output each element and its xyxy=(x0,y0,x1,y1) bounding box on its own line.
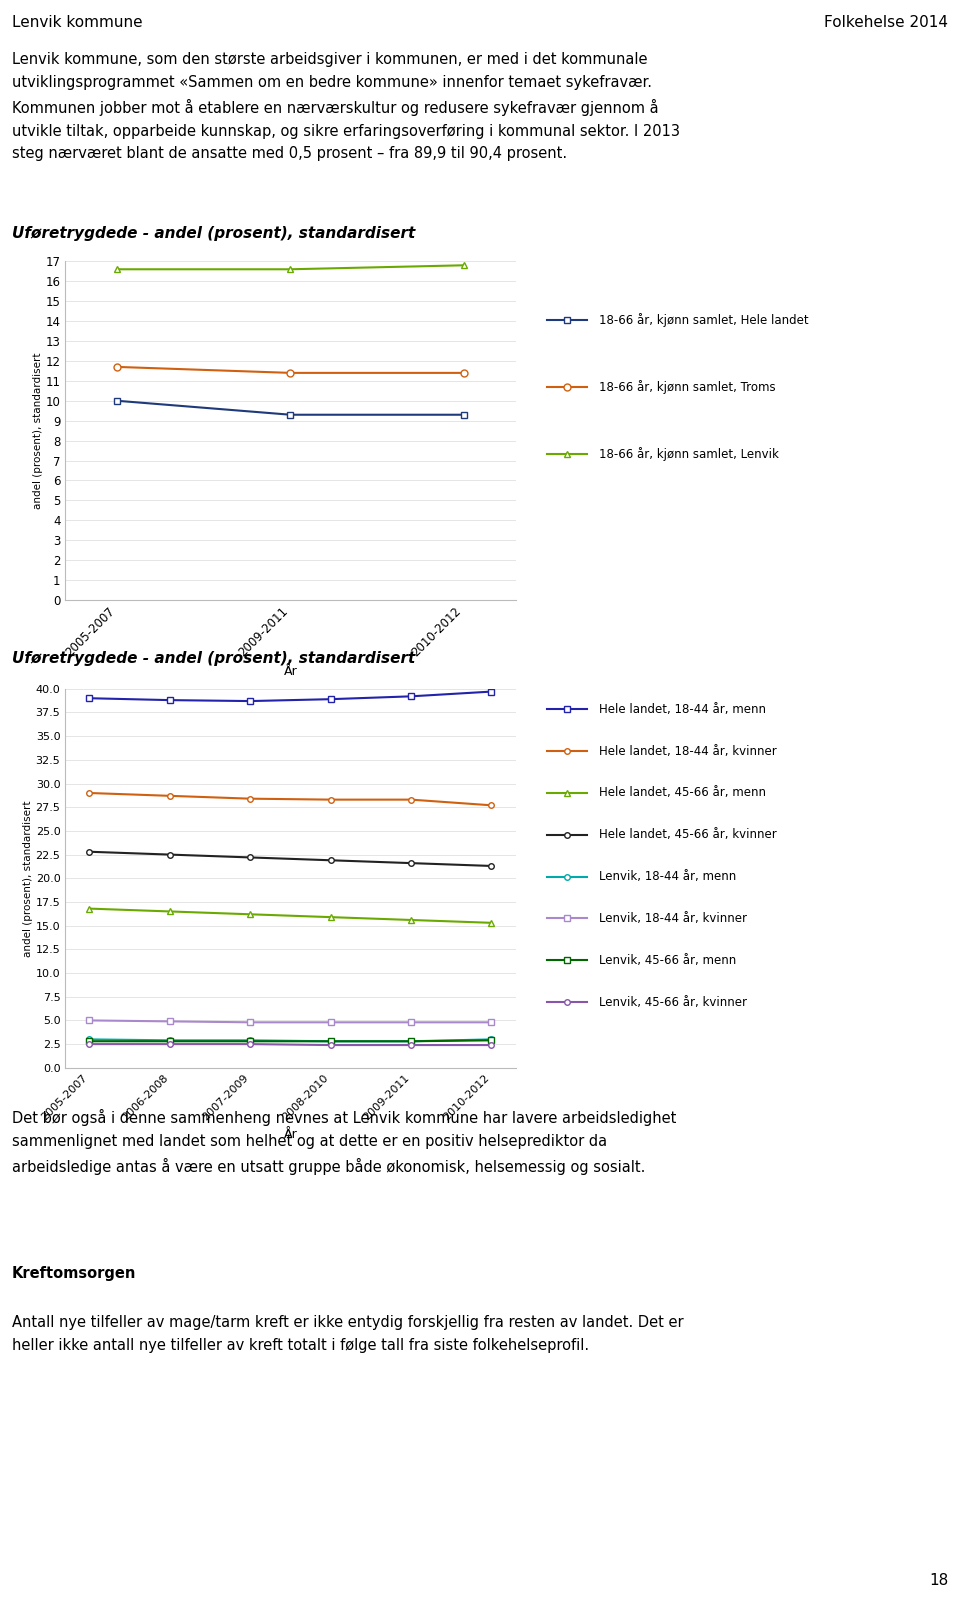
Text: 18-66 år, kjønn samlet, Troms: 18-66 år, kjønn samlet, Troms xyxy=(599,381,776,394)
Text: Folkehelse 2014: Folkehelse 2014 xyxy=(825,15,948,29)
Text: Lenvik kommune: Lenvik kommune xyxy=(12,15,142,29)
Text: 18: 18 xyxy=(929,1573,948,1589)
X-axis label: År: År xyxy=(283,1127,298,1140)
Text: Kreftomsorgen: Kreftomsorgen xyxy=(12,1266,136,1281)
Text: Lenvik, 18-44 år, kvinner: Lenvik, 18-44 år, kvinner xyxy=(599,911,747,924)
Text: Det bør også i denne sammenheng nevnes at Lenvik kommune har lavere arbeidsledig: Det bør også i denne sammenheng nevnes a… xyxy=(12,1110,676,1176)
Text: Hele landet, 18-44 år, kvinner: Hele landet, 18-44 år, kvinner xyxy=(599,745,777,758)
Text: Lenvik, 45-66 år, kvinner: Lenvik, 45-66 år, kvinner xyxy=(599,995,747,1008)
Text: Lenvik, 45-66 år, menn: Lenvik, 45-66 år, menn xyxy=(599,953,736,966)
Text: 18-66 år, kjønn samlet, Hele landet: 18-66 år, kjønn samlet, Hele landet xyxy=(599,313,808,327)
Text: Uføretrygdede - andel (prosent), standardisert: Uføretrygdede - andel (prosent), standar… xyxy=(12,226,415,242)
Y-axis label: andel (prosent), standardisert: andel (prosent), standardisert xyxy=(23,800,33,957)
Text: Hele landet, 18-44 år, menn: Hele landet, 18-44 år, menn xyxy=(599,703,766,716)
Text: Antall nye tilfeller av mage/tarm kreft er ikke entydig forskjellig fra resten a: Antall nye tilfeller av mage/tarm kreft … xyxy=(12,1315,684,1353)
Text: Lenvik, 18-44 år, menn: Lenvik, 18-44 år, menn xyxy=(599,869,736,884)
Text: Hele landet, 45-66 år, kvinner: Hele landet, 45-66 år, kvinner xyxy=(599,829,777,842)
Y-axis label: andel (prosent), standardisert: andel (prosent), standardisert xyxy=(33,352,42,510)
Text: Lenvik kommune, som den største arbeidsgiver i kommunen, er med i det kommunale
: Lenvik kommune, som den største arbeidsg… xyxy=(12,52,680,161)
Text: Hele landet, 45-66 år, menn: Hele landet, 45-66 år, menn xyxy=(599,787,766,800)
Text: 18-66 år, kjønn samlet, Lenvik: 18-66 år, kjønn samlet, Lenvik xyxy=(599,447,779,461)
X-axis label: År: År xyxy=(283,665,298,677)
Text: Uføretrygdede - andel (prosent), standardisert: Uføretrygdede - andel (prosent), standar… xyxy=(12,650,415,666)
